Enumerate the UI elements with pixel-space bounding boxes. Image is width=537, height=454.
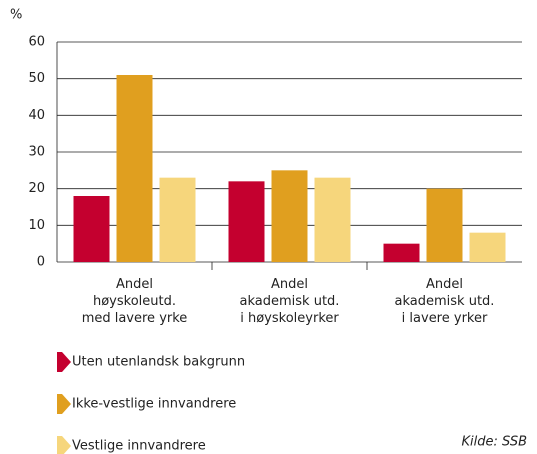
bar: [73, 196, 110, 262]
bar: [314, 177, 351, 262]
bar: [383, 243, 420, 262]
bar: [228, 181, 265, 262]
x-tick-label: Andel akademisk utd. i høyskoleyrker: [239, 277, 340, 326]
legend-label: Vestlige innvandrere: [72, 439, 206, 454]
y-tick-label: 30: [28, 145, 45, 160]
legend-label: Uten utenlandsk bakgrunn: [72, 355, 245, 370]
y-tick-label: 10: [28, 218, 45, 233]
bar: [159, 177, 196, 262]
y-axis-label: %: [10, 8, 22, 23]
y-tick-label: 50: [28, 71, 45, 86]
legend-label: Ikke-vestlige innvandrere: [72, 397, 236, 412]
bar: [116, 75, 153, 262]
x-tick-label: Andel høyskoleutd. med lavere yrke: [81, 277, 188, 326]
x-tick-label: Andel akademisk utd. i lavere yrker: [394, 277, 495, 326]
bar: [426, 188, 463, 262]
legend-swatch: [57, 394, 71, 414]
bar: [271, 170, 308, 262]
y-tick-label: 20: [28, 181, 45, 196]
y-tick-label: 0: [37, 255, 45, 270]
legend-swatch: [57, 436, 71, 454]
y-tick-label: 40: [28, 108, 45, 123]
legend-swatch: [57, 352, 71, 372]
source: Kilde: SSB: [462, 435, 528, 450]
y-tick-label: 60: [28, 35, 45, 50]
bar: [469, 232, 506, 262]
